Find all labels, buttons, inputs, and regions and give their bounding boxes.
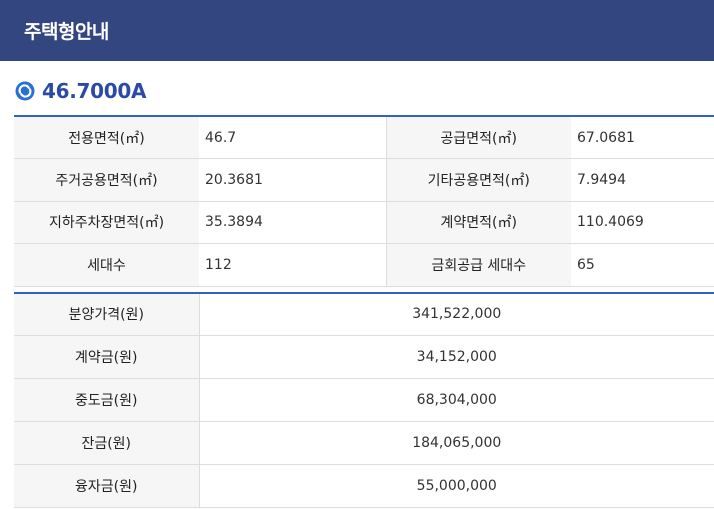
table-row: 지하주차장면적(㎡) 35.3894 계약면적(㎡) 110.4069 [14, 201, 714, 244]
households-value: 112 [199, 243, 386, 287]
balance-value: 184,065,000 [199, 421, 714, 465]
supply-area-value: 67.0681 [571, 116, 714, 159]
other-common-area-value: 7.9494 [571, 158, 714, 202]
interim-payment-label: 중도금(원) [14, 378, 200, 422]
balance-label: 잔금(원) [14, 421, 200, 465]
table-row: 전용면적(㎡) 46.7 공급면적(㎡) 67.0681 [14, 116, 714, 159]
sale-price-value: 341,522,000 [199, 292, 714, 336]
residential-common-area-value: 20.3681 [199, 158, 386, 202]
contract-area-value: 110.4069 [571, 201, 714, 244]
table-row: 중도금(원) 68,304,000 [14, 378, 714, 422]
table-row: 세대수 112 금회공급 세대수 65 [14, 243, 714, 287]
loan-value: 55,000,000 [199, 464, 714, 508]
housing-type-heading: 46.7000A [0, 61, 714, 115]
contract-area-label: 계약면적(㎡) [385, 201, 571, 244]
area-table: 전용면적(㎡) 46.7 공급면적(㎡) 67.0681 주거공용면적(㎡) 2… [14, 115, 714, 287]
page-title: 주택형안내 [24, 21, 109, 43]
price-table: 분양가격(원) 341,522,000 계약금(원) 34,152,000 중도… [14, 291, 714, 508]
current-supply-households-label: 금회공급 세대수 [385, 243, 571, 287]
households-label: 세대수 [14, 243, 199, 287]
table-row: 계약금(원) 34,152,000 [14, 335, 714, 379]
residential-common-area-label: 주거공용면적(㎡) [14, 158, 199, 202]
table-row: 분양가격(원) 341,522,000 [14, 292, 714, 336]
exclusive-area-label: 전용면적(㎡) [14, 116, 199, 159]
table-row: 잔금(원) 184,065,000 [14, 421, 714, 465]
parking-area-label: 지하주차장면적(㎡) [14, 201, 199, 244]
page-header: 주택형안내 [0, 0, 714, 61]
loan-label: 융자금(원) [14, 464, 200, 508]
parking-area-value: 35.3894 [199, 201, 386, 244]
table-row: 주거공용면적(㎡) 20.3681 기타공용면적(㎡) 7.9494 [14, 158, 714, 202]
interim-payment-value: 68,304,000 [199, 378, 714, 422]
refresh-icon [15, 81, 35, 101]
table-row: 융자금(원) 55,000,000 [14, 464, 714, 508]
deposit-value: 34,152,000 [199, 335, 714, 379]
supply-area-label: 공급면적(㎡) [385, 116, 571, 159]
deposit-label: 계약금(원) [14, 335, 200, 379]
housing-type-label: 46.7000A [42, 79, 147, 103]
current-supply-households-value: 65 [571, 243, 714, 287]
exclusive-area-value: 46.7 [199, 116, 386, 159]
other-common-area-label: 기타공용면적(㎡) [385, 158, 571, 202]
sale-price-label: 분양가격(원) [14, 292, 200, 336]
